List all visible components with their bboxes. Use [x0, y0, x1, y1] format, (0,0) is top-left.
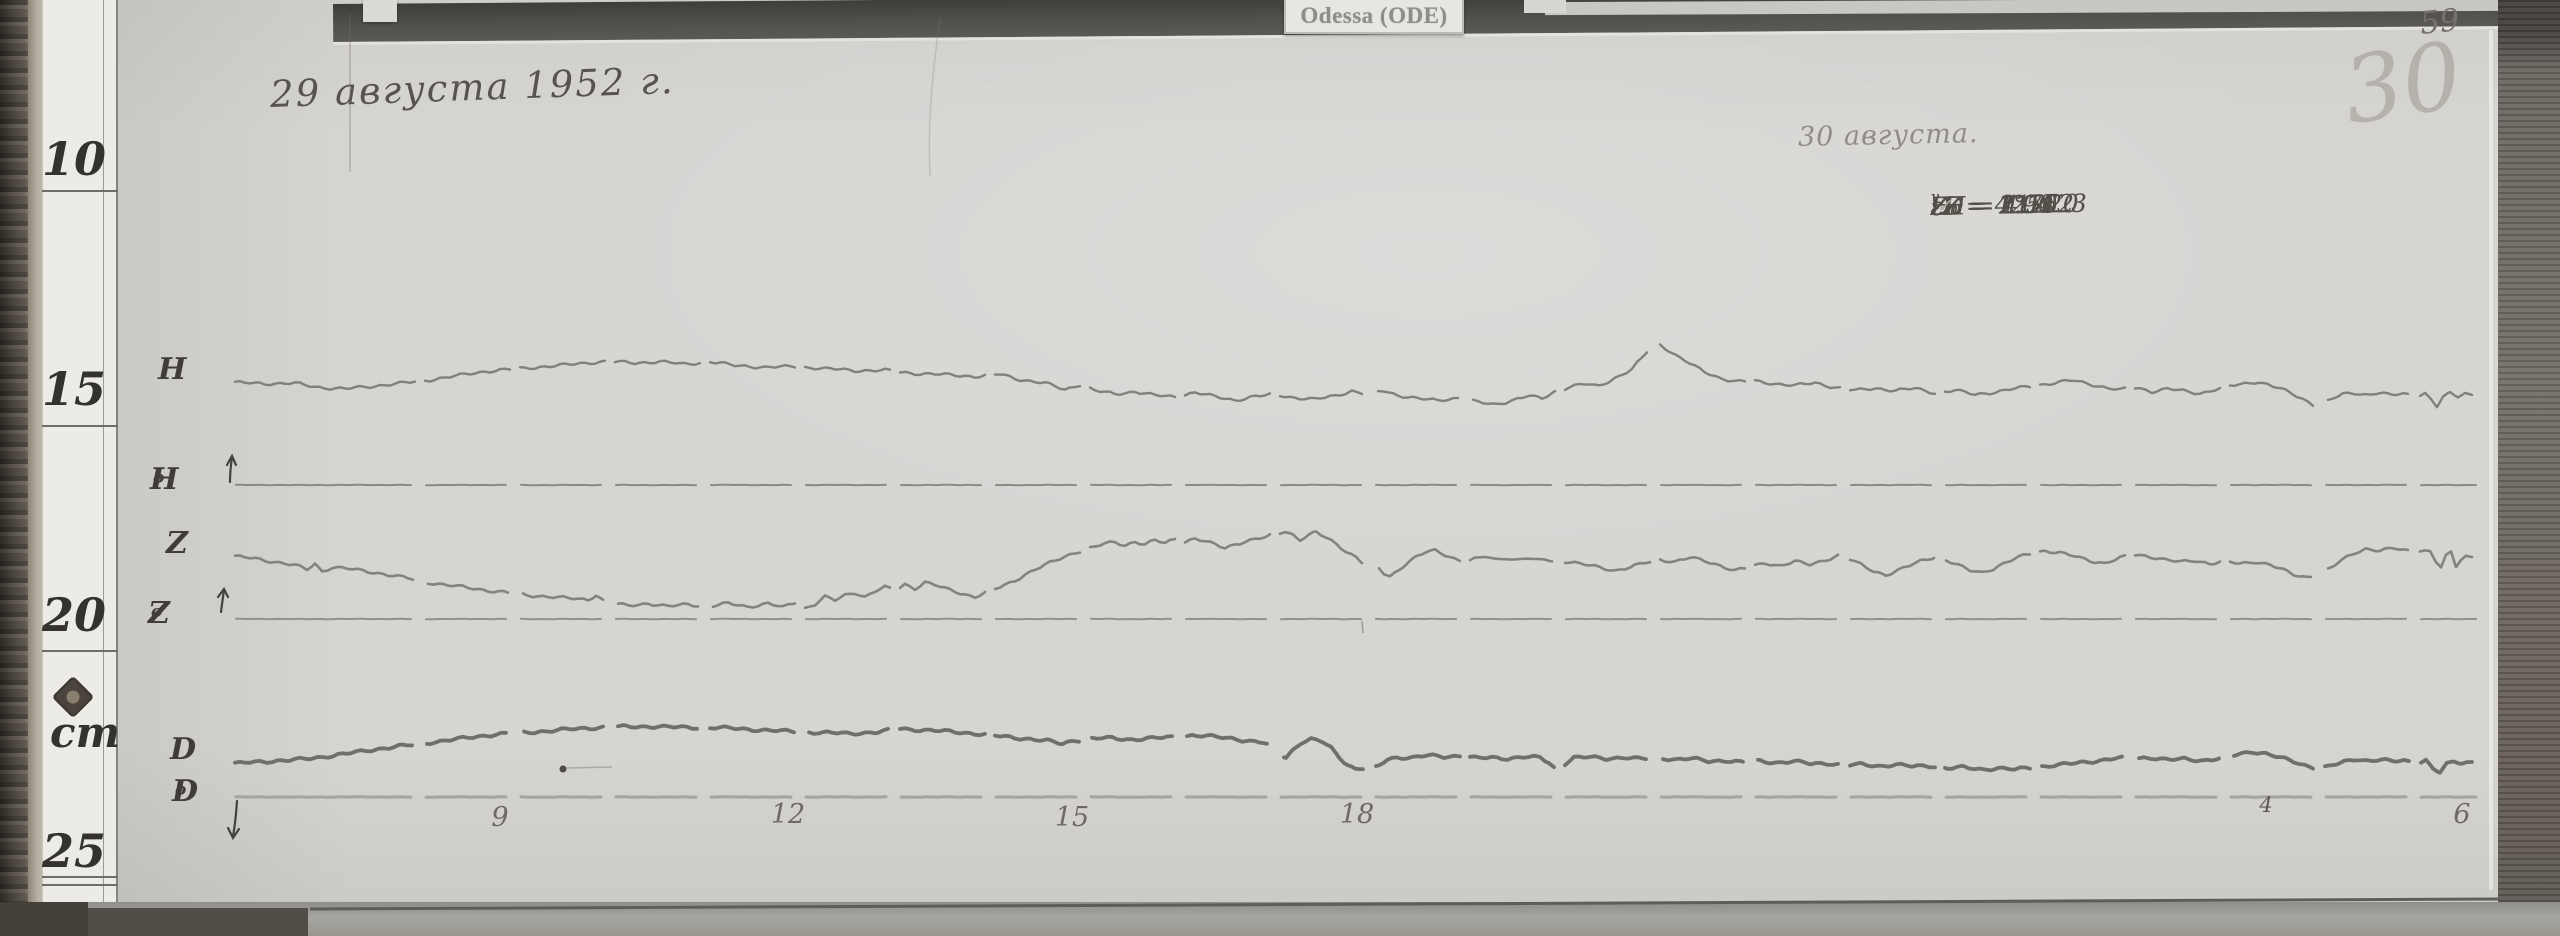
- station-name-plate: Odessa (ODE): [1284, 0, 1464, 34]
- trace-Z: [233, 530, 2474, 610]
- baseline-D0: [234, 795, 2478, 799]
- wood-frame-left: [0, 0, 30, 936]
- ruler-mark-15: 15: [42, 362, 107, 416]
- hour-label-12: 12: [771, 799, 805, 830]
- dark-object-below: [88, 908, 308, 936]
- hour-label-4: 4: [2258, 793, 2272, 817]
- ruler-mark-10: 10: [42, 132, 107, 186]
- ruler-mark-20: 20: [42, 588, 107, 642]
- crease-line: [928, 17, 941, 177]
- z0-up-arrow-icon: [216, 586, 230, 614]
- table-edge-line: [309, 897, 2501, 911]
- baseline-H0: [235, 483, 2477, 487]
- pencil-tick: [1361, 620, 1364, 634]
- ruler-tick-line: [42, 650, 118, 652]
- paper-right-edge: [2489, 30, 2493, 890]
- ink-dot: [559, 765, 567, 773]
- hour-label-6: 6: [2453, 799, 2470, 830]
- cm-ruler: [42, 0, 118, 904]
- hour-label-18: 18: [1340, 799, 1374, 830]
- ruler-tick-line: [42, 190, 118, 192]
- ruler-tick-line: [42, 425, 118, 427]
- ink-smear: [566, 766, 613, 769]
- station-name-label: Odessa (ODE): [1300, 3, 1448, 28]
- ruler-mark-25: 25: [42, 824, 107, 878]
- trace-H: [233, 343, 2474, 409]
- h0-up-arrow-icon: [225, 453, 238, 484]
- ruler-tick-line: [42, 876, 118, 878]
- ruler-unit-label: cm: [50, 708, 121, 757]
- trace-D: [233, 723, 2474, 775]
- ruler-edge: [28, 0, 44, 904]
- tape-piece: [363, 0, 397, 22]
- wood-frame-bottom: [0, 902, 88, 936]
- wood-frame-right: [2498, 0, 2560, 936]
- d0-down-arrow-icon: [226, 799, 241, 841]
- hour-label-9: 9: [491, 802, 508, 833]
- ruler-tick-line: [42, 884, 118, 886]
- magnetogram-paper: [118, 0, 2500, 906]
- tape-piece: [1524, 0, 1566, 13]
- baseline-Z0: [235, 617, 2477, 621]
- hour-label-15: 15: [1055, 802, 1089, 833]
